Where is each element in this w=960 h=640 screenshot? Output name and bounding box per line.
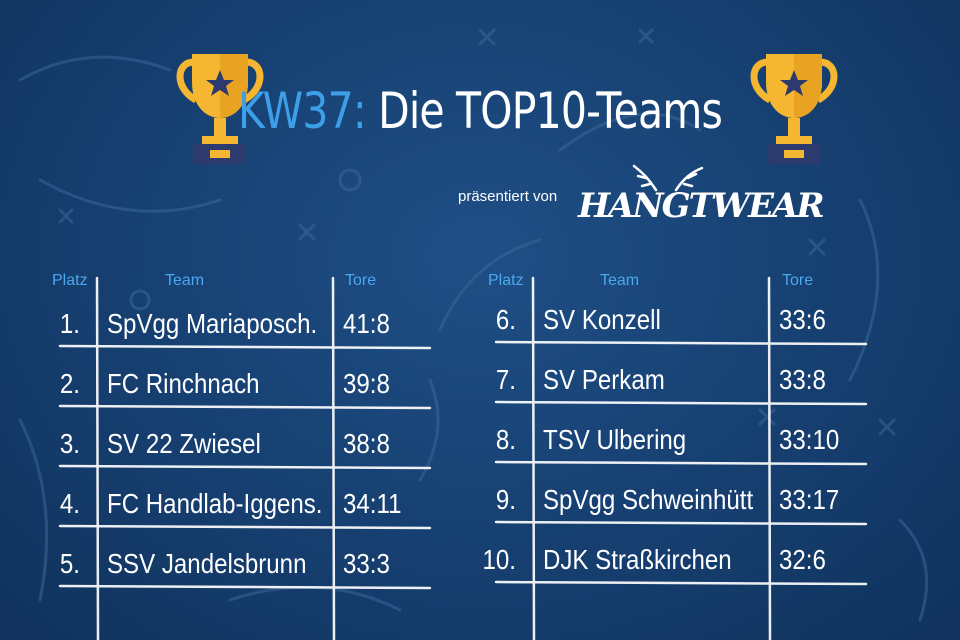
trophy-icon bbox=[750, 54, 838, 164]
team-cell: SpVgg Schweinhütt bbox=[543, 484, 754, 515]
team-cell: DJK Straßkirchen bbox=[543, 544, 732, 575]
team-cell: FC Rinchnach bbox=[107, 368, 260, 399]
sponsor-logo: HANGTWEAR bbox=[568, 160, 825, 230]
team-cell: SV Perkam bbox=[543, 364, 665, 395]
rank-cell: 1. bbox=[59, 308, 80, 339]
star-icon bbox=[780, 70, 808, 96]
antler-icon bbox=[632, 164, 704, 192]
goals-cell: 33:6 bbox=[779, 304, 826, 335]
rank-cell: 8. bbox=[495, 424, 516, 455]
right-header-tore: Tore bbox=[782, 272, 814, 289]
rank-cell: 5. bbox=[59, 548, 80, 579]
rank-cell: 4. bbox=[59, 488, 80, 519]
goals-cell: 38:8 bbox=[343, 428, 390, 459]
sponsor-logo-text: HANGTWEAR bbox=[578, 186, 825, 226]
right-header-platz: Platz bbox=[488, 272, 524, 289]
title-colon: : bbox=[352, 82, 367, 140]
title-week: KW37 bbox=[238, 82, 354, 140]
page-title: KW37: Die TOP10-Teams bbox=[86, 82, 873, 140]
presented-by-label: präsentiert von bbox=[458, 188, 558, 205]
title-main: Die TOP10-Teams bbox=[365, 82, 723, 140]
team-cell: SV 22 Zwiesel bbox=[107, 428, 261, 459]
team-cell: FC Handlab-Iggens. bbox=[107, 488, 323, 519]
team-cell: TSV Ulbering bbox=[543, 424, 687, 455]
goals-cell: 33:10 bbox=[779, 424, 840, 455]
goals-cell: 34:11 bbox=[343, 488, 402, 519]
rank-cell: 9. bbox=[495, 484, 516, 515]
team-cell: SSV Jandelsbrunn bbox=[107, 548, 307, 579]
trophy-icon bbox=[176, 54, 264, 164]
left-header-team: Team bbox=[165, 272, 205, 289]
goals-cell: 33:17 bbox=[779, 484, 840, 515]
goals-cell: 39:8 bbox=[343, 368, 390, 399]
left-header-platz: Platz bbox=[52, 272, 88, 289]
rank-cell: 3. bbox=[59, 428, 80, 459]
team-cell: SpVgg Mariaposch. bbox=[107, 308, 318, 339]
goals-cell: 33:3 bbox=[343, 548, 390, 579]
goals-cell: 32:6 bbox=[779, 544, 826, 575]
rank-cell: 7. bbox=[495, 364, 516, 395]
rank-cell: 10. bbox=[482, 544, 516, 575]
star-icon bbox=[206, 70, 234, 96]
goals-cell: 41:8 bbox=[343, 308, 390, 339]
rank-cell: 6. bbox=[495, 304, 516, 335]
goals-cell: 33:8 bbox=[779, 364, 826, 395]
right-header-team: Team bbox=[600, 272, 640, 289]
left-header-tore: Tore bbox=[345, 272, 377, 289]
team-cell: SV Konzell bbox=[543, 304, 661, 335]
rank-cell: 2. bbox=[59, 368, 80, 399]
